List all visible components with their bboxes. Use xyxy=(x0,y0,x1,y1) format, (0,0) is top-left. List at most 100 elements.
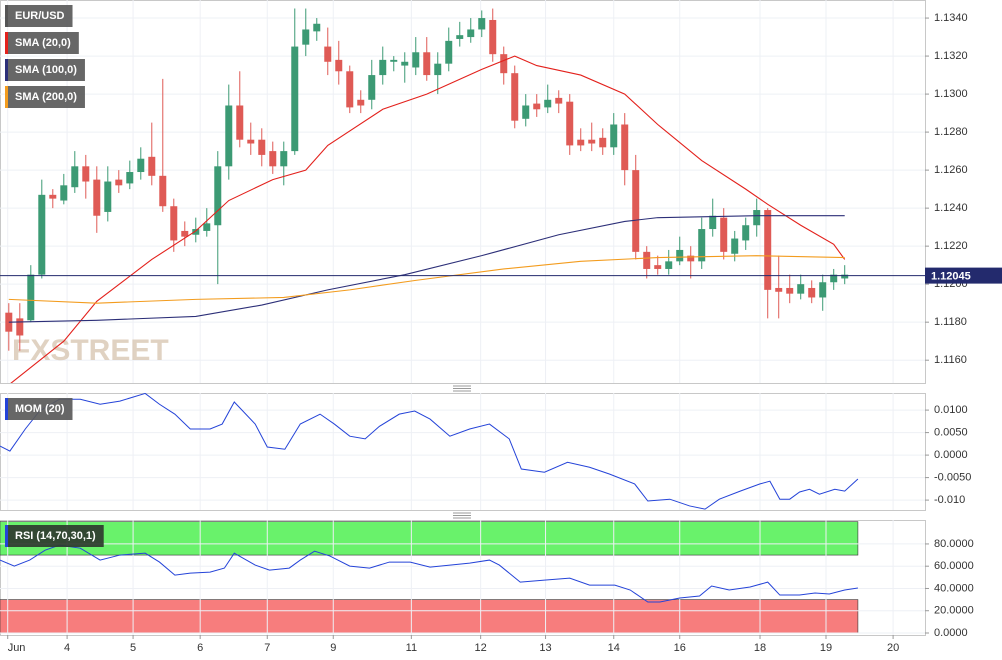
plot-area: FXSTREET xyxy=(0,0,925,383)
plot-area xyxy=(0,520,925,635)
x-tick-label: 7 xyxy=(264,642,270,654)
x-tick-label: 9 xyxy=(330,642,336,654)
y-tick-label: 1.1240 xyxy=(934,202,968,214)
candle-body xyxy=(610,124,618,148)
legend-box xyxy=(5,525,104,547)
panel-grip xyxy=(453,385,471,519)
candle-body xyxy=(764,210,772,290)
candle-body xyxy=(555,97,563,104)
candle-body xyxy=(544,99,552,108)
candle-body xyxy=(159,175,167,207)
legend-label: RSI (14,70,30,1) xyxy=(15,530,96,542)
candle-body xyxy=(808,287,816,298)
y-tick-label: 0.0050 xyxy=(934,427,968,439)
candle-body xyxy=(38,194,46,275)
candle-body xyxy=(797,284,805,294)
band xyxy=(0,521,859,556)
candle-body xyxy=(434,63,442,76)
candle-body xyxy=(599,137,607,148)
candle-body xyxy=(82,166,90,182)
legend-item: MOM (20) xyxy=(5,398,73,420)
y-tick-label: 0.0000 xyxy=(934,449,968,461)
y-tick-label: 1.1300 xyxy=(934,88,968,100)
x-tick-label: 12 xyxy=(475,642,487,654)
legend-box xyxy=(5,59,85,81)
candle-body xyxy=(478,18,486,30)
candle-body xyxy=(27,274,35,321)
candle-body xyxy=(709,215,717,230)
candle-body xyxy=(335,59,343,72)
candle-body xyxy=(687,255,695,262)
legend-box xyxy=(5,32,79,54)
x-tick-label: 5 xyxy=(130,642,136,654)
candle-body xyxy=(786,287,794,294)
candle-body xyxy=(841,274,849,279)
legend-swatch xyxy=(5,59,8,81)
x-tick-label: 14 xyxy=(608,642,620,654)
indicator-line xyxy=(0,544,858,603)
x-tick-label: 18 xyxy=(754,642,766,654)
x-tick-label: 19 xyxy=(820,642,832,654)
candle-body xyxy=(654,265,662,269)
candle-body xyxy=(137,158,145,173)
candle-body xyxy=(621,124,629,171)
legend-item: RSI (14,70,30,1) xyxy=(5,525,104,547)
candle-body xyxy=(71,166,79,188)
candle-body xyxy=(236,105,244,140)
candle-body xyxy=(258,139,266,155)
candle-body xyxy=(181,230,189,237)
candle-body xyxy=(643,251,651,269)
legend-box xyxy=(5,5,73,27)
candle-body xyxy=(357,99,365,106)
candle-body xyxy=(522,105,530,119)
legend-label: SMA (200,0) xyxy=(15,91,77,103)
candle-body xyxy=(412,52,420,68)
candle-body xyxy=(225,105,233,167)
panel xyxy=(0,393,926,511)
candle-body xyxy=(467,29,475,38)
candle-body xyxy=(423,52,431,76)
x-tick-label: 11 xyxy=(406,642,417,654)
candle-body xyxy=(676,249,684,262)
indicator-line xyxy=(0,393,859,510)
candle-body xyxy=(280,151,288,167)
x-tick-label: 13 xyxy=(539,642,551,654)
candle-body xyxy=(93,179,101,216)
y-tick-label: 1.1220 xyxy=(934,240,968,252)
y-tick-label: 1.1180 xyxy=(934,316,967,328)
candle-body xyxy=(16,318,24,336)
legend-swatch xyxy=(5,5,8,27)
legend-item: SMA (20,0) xyxy=(5,32,79,54)
legend-box xyxy=(5,398,73,420)
candle-body xyxy=(247,139,255,144)
candle-body xyxy=(511,73,519,121)
legend-swatch xyxy=(5,398,8,420)
y-tick-label: 40.0000 xyxy=(934,582,974,594)
candle-body xyxy=(170,206,178,241)
y-tick-label: 1.1160 xyxy=(934,354,967,366)
candle-body xyxy=(390,59,398,62)
candle-body xyxy=(346,71,354,108)
candle-body xyxy=(489,19,497,55)
x-tick-label: 4 xyxy=(64,642,70,654)
candle-body xyxy=(720,217,728,252)
candle-body xyxy=(104,181,112,212)
legend-box xyxy=(5,86,85,108)
candle-body xyxy=(214,166,222,226)
x-tick-label: 16 xyxy=(674,642,686,654)
sma-line xyxy=(8,215,845,323)
legend-label: SMA (20,0) xyxy=(15,37,71,49)
candle-body xyxy=(456,35,464,39)
candle-body xyxy=(632,170,640,252)
y-tick-label: 20.0000 xyxy=(934,605,974,617)
candle-body xyxy=(313,23,321,32)
candle-body xyxy=(401,61,409,66)
legend-swatch xyxy=(5,86,8,108)
y-tick-label: 1.1340 xyxy=(934,12,968,24)
candle-body xyxy=(192,229,200,235)
candle-body xyxy=(830,274,838,283)
candle-body xyxy=(203,223,211,231)
x-tick-label: 20 xyxy=(887,642,899,654)
candle-body xyxy=(775,287,783,292)
candle-body xyxy=(577,139,585,146)
